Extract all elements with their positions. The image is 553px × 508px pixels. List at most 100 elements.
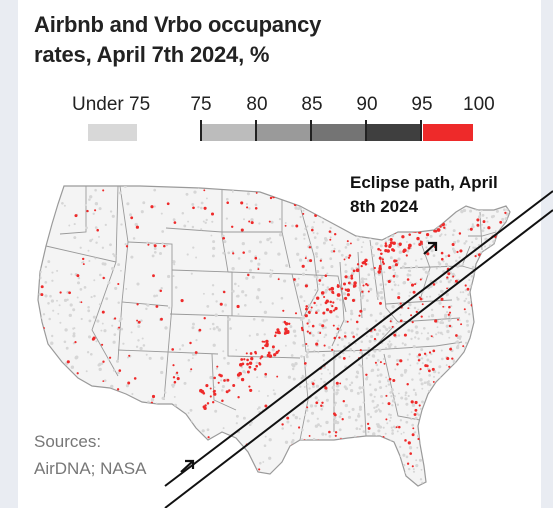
listing-dot (412, 224, 415, 227)
listing-dot (50, 299, 55, 303)
listing-dot (484, 470, 489, 474)
listing-dot (408, 302, 412, 307)
listing-dot (71, 381, 75, 385)
listing-dot-high (423, 459, 427, 463)
listing-dot (430, 308, 434, 312)
listing-dot (463, 468, 467, 472)
listing-dot (72, 308, 76, 312)
listing-dot (338, 428, 342, 432)
listing-dot-high (264, 372, 268, 376)
listing-dot (428, 468, 430, 471)
listing-dot (378, 348, 382, 352)
listing-dot-high (378, 266, 382, 271)
listing-dot (487, 432, 490, 435)
listing-dot-high (332, 324, 335, 327)
listing-dot (284, 222, 287, 224)
listing-dot (497, 277, 501, 281)
listing-dot (441, 321, 445, 325)
listing-dot-high (490, 420, 493, 423)
listing-dot-high (350, 276, 354, 280)
listing-dot-high (76, 274, 80, 278)
listing-dot-high (202, 391, 206, 395)
listing-dot (358, 351, 362, 354)
listing-dot (456, 344, 460, 348)
listing-dot (60, 405, 64, 409)
listing-dot (98, 303, 101, 306)
listing-dot (381, 224, 384, 227)
listing-dot (500, 381, 504, 385)
listing-dot (339, 328, 342, 332)
listing-dot (456, 375, 459, 378)
listing-dot (415, 265, 419, 269)
listing-dot (435, 333, 438, 336)
listing-dot-high (128, 354, 131, 357)
listing-dot (483, 226, 486, 230)
listing-dot (205, 197, 208, 200)
listing-dot (438, 430, 442, 435)
listing-dot (231, 289, 235, 293)
state-border (45, 245, 117, 263)
listing-dot-high (470, 398, 473, 402)
listing-dot-high (424, 364, 428, 368)
listing-dot (307, 348, 310, 351)
listing-dot (379, 386, 383, 390)
listing-dot (322, 359, 325, 362)
listing-dot (443, 314, 448, 319)
listing-dot-high (379, 361, 382, 364)
listing-dot-high (343, 282, 346, 286)
listing-dot (495, 393, 498, 396)
listing-dot (192, 246, 195, 249)
listing-dot (427, 332, 430, 335)
listing-dot-high (320, 291, 325, 295)
listing-dot (485, 216, 488, 219)
listing-dot (342, 351, 345, 355)
state-border (379, 255, 399, 323)
listing-dot-high (209, 387, 212, 390)
listing-dot (70, 365, 75, 369)
listing-dot (397, 458, 401, 462)
state-border (385, 299, 453, 305)
listing-dot (306, 225, 309, 228)
listing-dot (294, 362, 298, 366)
listing-dot (385, 376, 388, 379)
listing-dot-high (305, 455, 309, 460)
listing-dot (46, 350, 50, 354)
listing-dot-high (397, 221, 400, 225)
listing-dot (466, 415, 470, 420)
listing-dot-high (460, 323, 463, 326)
listing-dot (264, 251, 268, 255)
listing-dot-high (45, 219, 49, 223)
listing-dot-high (352, 285, 356, 288)
listing-dot (493, 302, 496, 304)
listing-dot (332, 403, 336, 407)
listing-dot (314, 186, 318, 189)
listing-dot (476, 282, 479, 285)
listing-dot (476, 400, 480, 404)
listing-dot (338, 298, 342, 302)
listing-dot-high (189, 341, 192, 345)
listing-dot (388, 469, 392, 473)
listing-dot-high (80, 301, 83, 304)
listing-dot-high (377, 270, 382, 274)
listing-dot (420, 348, 424, 352)
listing-dot-high (240, 228, 244, 232)
listing-dot (222, 251, 225, 255)
listing-dot (343, 439, 347, 443)
listing-dot-high (380, 252, 383, 255)
listing-dot-high (251, 472, 255, 476)
listing-dot-high (163, 244, 166, 248)
listing-dot (456, 265, 459, 269)
listing-dot (437, 331, 440, 334)
listing-dot (177, 453, 182, 458)
listing-dot (463, 346, 466, 349)
listing-dot (504, 461, 508, 465)
listing-dot (376, 368, 380, 372)
listing-dot-high (436, 220, 440, 224)
listing-dot (493, 275, 497, 279)
listing-dot-high (504, 274, 508, 278)
listing-dot (400, 479, 404, 482)
listing-dot (259, 461, 262, 465)
listing-dot (309, 191, 312, 194)
listing-dot (264, 435, 267, 438)
listing-dot-high (349, 242, 352, 245)
